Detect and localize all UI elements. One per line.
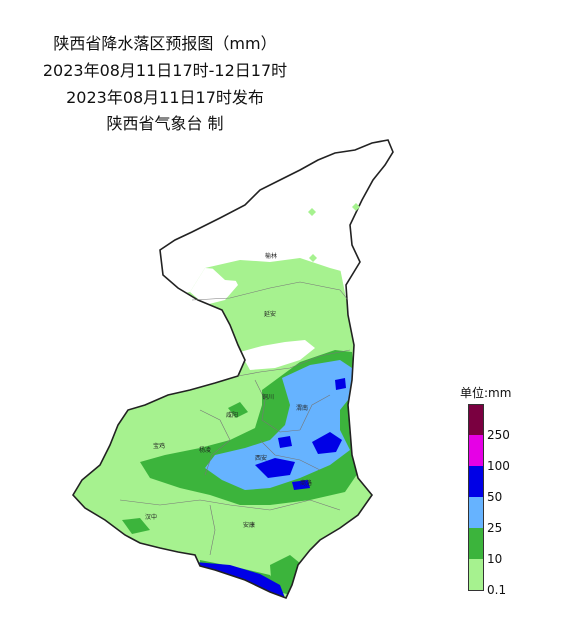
rain-spot bbox=[309, 254, 317, 262]
legend-label: 25 bbox=[487, 521, 503, 535]
city-label-yanan: 延安 bbox=[264, 310, 276, 318]
issue-time: 2023年08月11日17时发布 bbox=[66, 88, 264, 107]
legend-swatch bbox=[468, 528, 484, 559]
legend-title: 单位:mm bbox=[460, 386, 512, 400]
city-label-ankang: 安康 bbox=[243, 521, 255, 529]
forecast-period: 2023年08月11日17时-12日17时 bbox=[42, 61, 288, 80]
legend-label: 0.1 bbox=[487, 583, 507, 597]
issuing-agency: 陕西省气象台 制 bbox=[106, 114, 224, 133]
city-label-hanzhong: 汉中 bbox=[145, 513, 157, 521]
map-title: 陕西省降水落区预报图（mm） bbox=[53, 34, 277, 53]
city-label-yangling: 杨凌 bbox=[199, 446, 211, 454]
city-label-shangluo: 商洛 bbox=[300, 479, 312, 487]
city-label-tongchuan: 铜川 bbox=[262, 393, 274, 401]
legend-label: 50 bbox=[487, 490, 503, 504]
city-label-xianyang: 咸阳 bbox=[226, 411, 238, 419]
city-label-yulin: 榆林 bbox=[265, 252, 277, 260]
legend-label: 250 bbox=[487, 428, 510, 442]
city-label-xian: 西安 bbox=[255, 454, 267, 462]
prefecture-boundaries bbox=[119, 281, 351, 556]
rain-spot bbox=[308, 208, 316, 216]
legend-swatch bbox=[468, 497, 484, 528]
rain-spot bbox=[352, 203, 360, 211]
legend-swatch bbox=[468, 404, 484, 436]
city-label-baoji: 宝鸡 bbox=[153, 442, 165, 450]
legend-swatch bbox=[468, 466, 484, 497]
city-label-weinan: 渭南 bbox=[296, 404, 308, 412]
legend-label: 10 bbox=[487, 552, 503, 566]
legend-swatch bbox=[468, 559, 484, 591]
legend-label: 100 bbox=[487, 459, 510, 473]
legend-swatch bbox=[468, 435, 484, 466]
